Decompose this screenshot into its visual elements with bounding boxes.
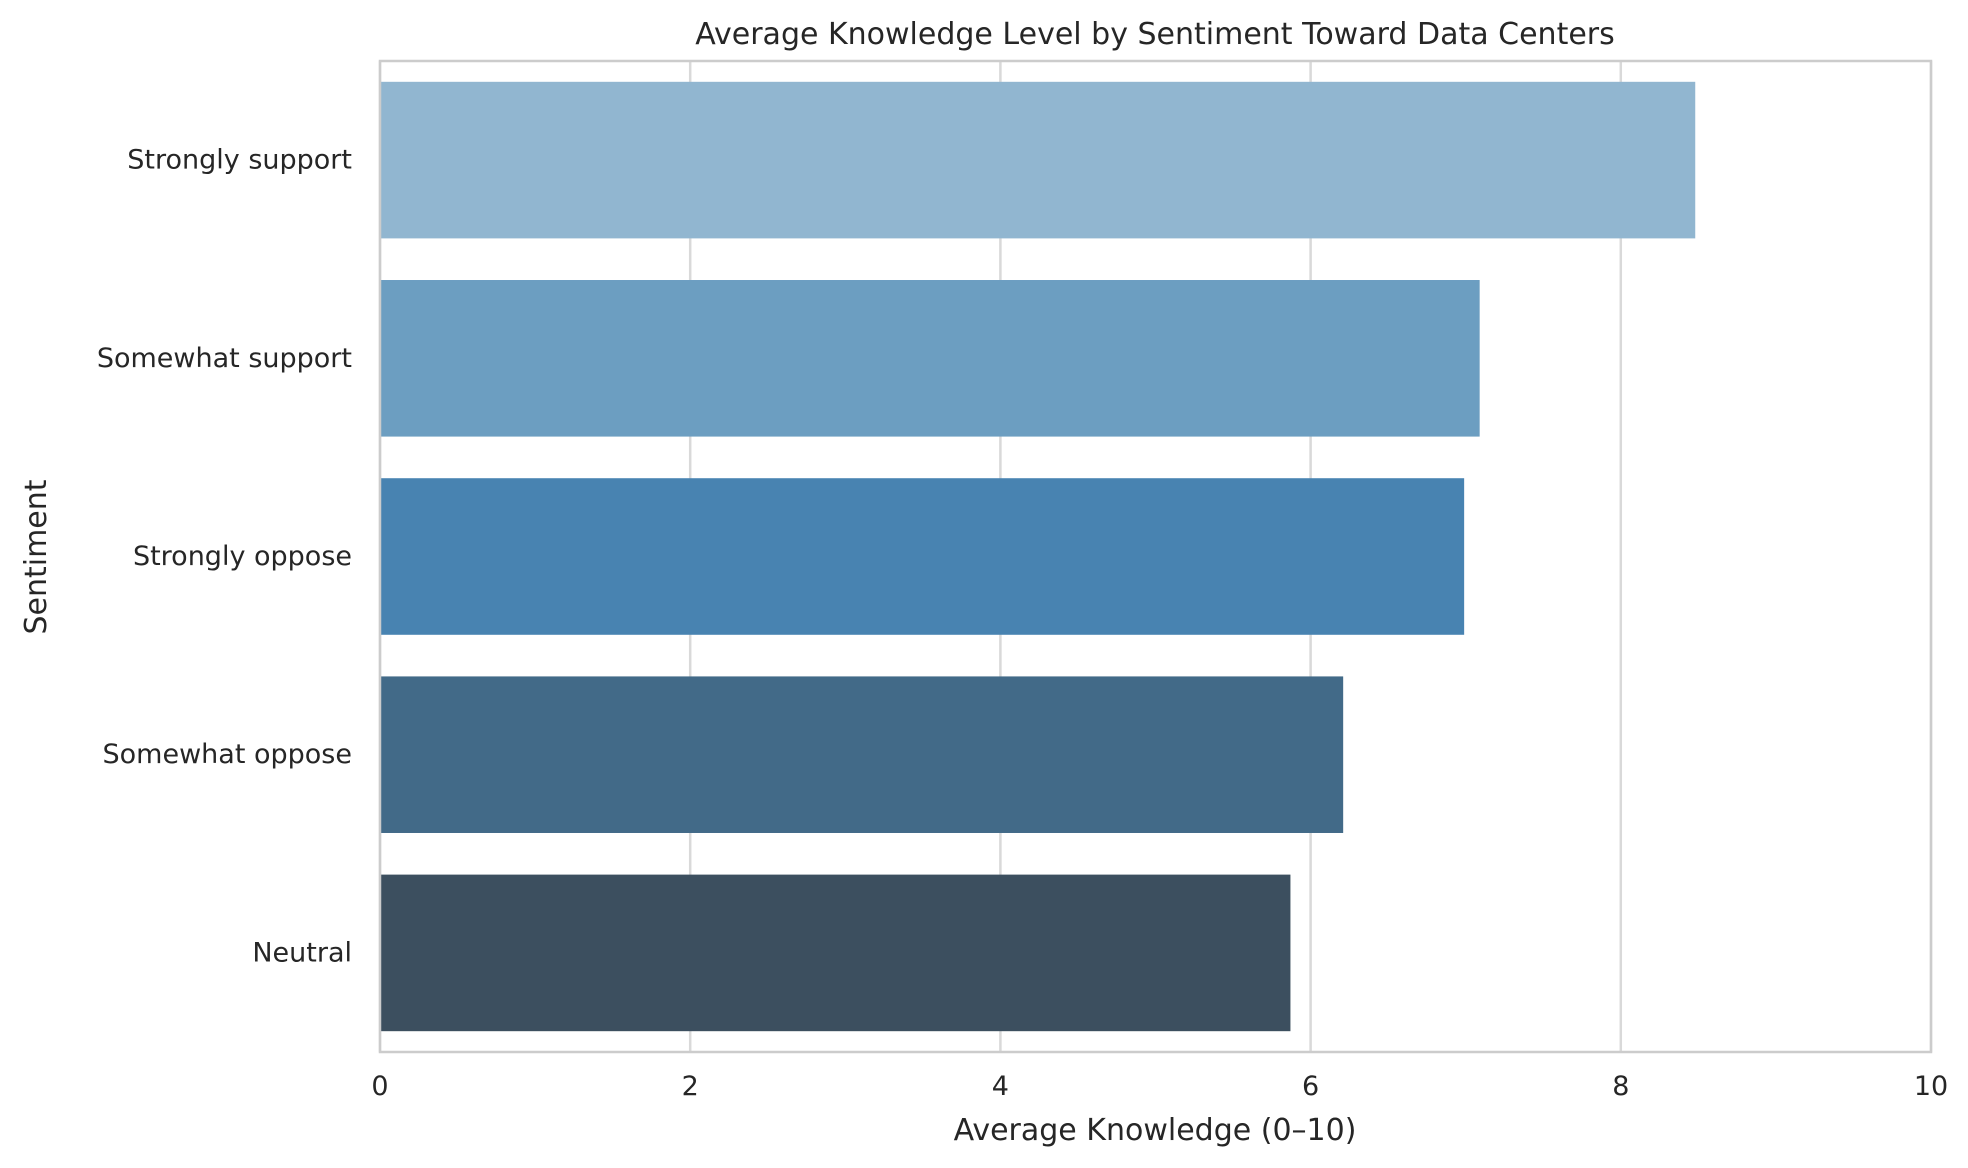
bar-strongly-support <box>380 81 1696 239</box>
chart-title: Average Knowledge Level by Sentiment Tow… <box>695 17 1615 52</box>
x-tick-label: 0 <box>371 1071 388 1102</box>
x-tick-label: 10 <box>1914 1071 1948 1102</box>
y-tick-label: Strongly oppose <box>133 541 352 572</box>
x-tick-label: 6 <box>1302 1071 1319 1102</box>
y-tick-label: Somewhat support <box>97 343 352 374</box>
x-tick-labels: 0 2 4 6 8 10 <box>371 1071 1948 1102</box>
y-tick-labels: Strongly support Somewhat support Strongly… <box>97 145 352 969</box>
bar-neutral <box>380 874 1291 1032</box>
bars <box>380 81 1696 1032</box>
bar-strongly-oppose <box>380 478 1465 635</box>
y-tick-label: Strongly support <box>127 145 352 176</box>
x-axis-label: Average Knowledge (0–10) <box>954 1113 1357 1148</box>
x-tick-label: 4 <box>992 1071 1009 1102</box>
plot-frame <box>378 59 1933 1054</box>
y-axis-label: Sentiment <box>19 479 54 634</box>
x-tick-label: 2 <box>682 1071 699 1102</box>
bar-somewhat-support <box>380 280 1480 437</box>
bar-somewhat-oppose <box>380 676 1344 833</box>
x-tick-label: 8 <box>1612 1071 1629 1102</box>
y-tick-label: Somewhat oppose <box>103 739 352 770</box>
y-tick-label: Neutral <box>252 937 352 968</box>
